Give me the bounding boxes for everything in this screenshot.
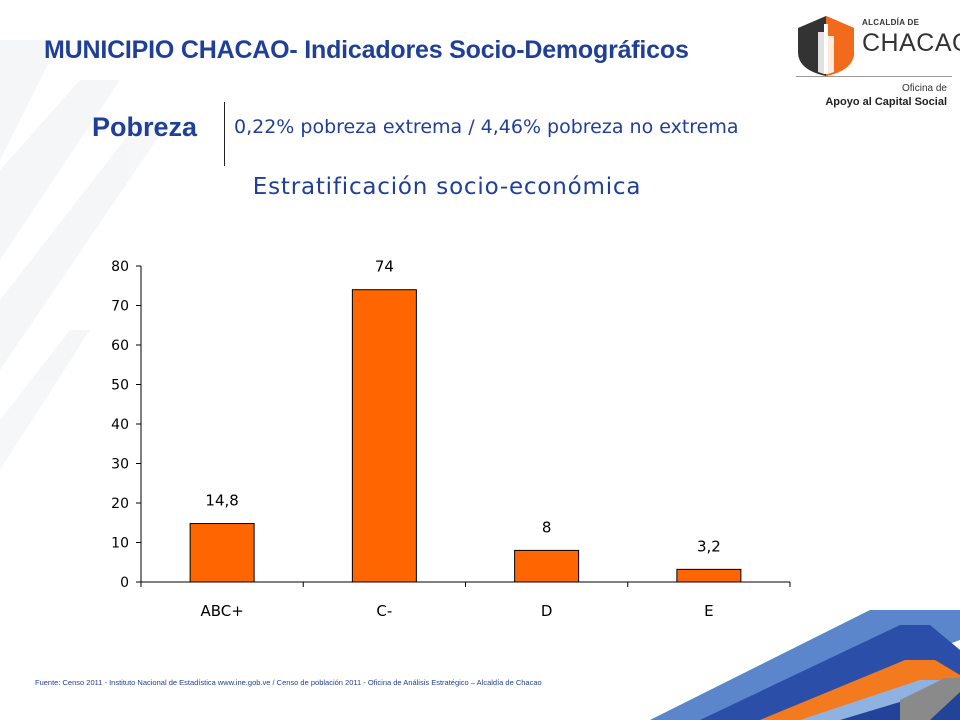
y-tick-label: 30	[111, 457, 129, 473]
bar-e	[676, 568, 742, 583]
data-label: 3,2	[697, 537, 721, 555]
x-category-label: E	[704, 602, 713, 620]
chart-title-wrapper: Estratificación socio-económica	[0, 174, 900, 200]
data-label: 74	[375, 258, 394, 276]
x-category-label: ABC+	[200, 602, 243, 620]
y-tick-label: 60	[111, 338, 129, 354]
y-tick-label: 70	[111, 299, 129, 315]
data-label: 8	[542, 518, 552, 536]
y-tick-label: 40	[111, 417, 129, 433]
x-category-label: C-	[376, 602, 392, 620]
y-tick-label: 50	[111, 378, 129, 394]
logo-name: CHACAO	[862, 29, 960, 57]
pobreza-figures: 0,22% pobreza extrema / 4,46% pobreza no…	[234, 116, 739, 138]
y-tick-label: 10	[111, 536, 129, 552]
logo-subtitle-line1: Oficina de	[901, 83, 947, 94]
chart-title: Estratificación socio-económica	[252, 174, 642, 200]
bar-d	[514, 549, 580, 583]
logo-top-text: ALCALDÍA DE	[862, 18, 920, 27]
pobreza-label: Pobreza	[92, 112, 198, 142]
corner-stripes	[650, 610, 960, 720]
chacao-logo: ALCALDÍA DE CHACAO Oficina de Apoyo al C…	[790, 12, 960, 112]
logo-divider	[796, 76, 952, 77]
page-title: MUNICIPIO CHACAO- Indicadores Socio-Demo…	[44, 36, 689, 64]
bar-c	[351, 289, 417, 583]
source-footnote: Fuente: Censo 2011 - Instituto Nacional …	[35, 678, 542, 687]
vertical-divider	[224, 102, 225, 166]
bar-abc	[189, 523, 255, 583]
data-label: 14,8	[205, 492, 238, 510]
logo-subtitle-line2: Apoyo al Capital Social	[825, 96, 947, 108]
y-tick-label: 20	[111, 496, 129, 512]
x-category-label: D	[541, 602, 553, 620]
chacao-emblem-icon	[798, 16, 854, 76]
y-tick-label: 0	[120, 575, 129, 591]
y-tick-label: 80	[111, 259, 129, 275]
